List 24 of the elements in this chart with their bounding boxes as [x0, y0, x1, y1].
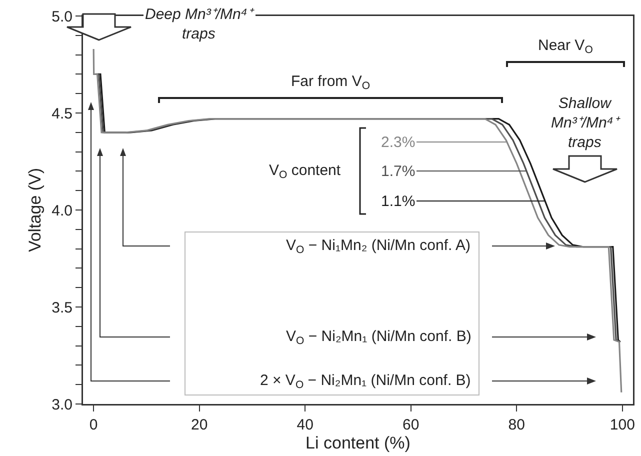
- annotation: Deep Mn³⁺/Mn⁴⁺ traps: [145, 6, 254, 42]
- y-tick-label: 5.0: [52, 8, 72, 26]
- annotation: 2 × V$_{O}$ − Ni₂Mn₁ (Ni/Mn conf. B): [260, 372, 471, 392]
- x-tick-label: 40: [296, 416, 314, 434]
- y-axis-title: Voltage (V): [25, 168, 44, 252]
- annotation: Shallow Mn³⁺/Mn⁴⁺ traps: [551, 95, 620, 151]
- legend-title: V$_{O}$ content: [269, 162, 342, 182]
- annotation: Near V$_{O}$: [538, 37, 593, 56]
- x-tick-label: 0: [89, 416, 98, 434]
- x-tick-label: 60: [402, 416, 420, 434]
- x-tick-label: 20: [191, 416, 208, 434]
- y-tick-label: 3.0: [52, 396, 72, 414]
- x-tick-label: 80: [508, 416, 525, 434]
- y-tick-label: 4.0: [52, 202, 72, 220]
- text: 1.7%: [381, 163, 416, 180]
- x-axis-title: Li content (%): [306, 434, 410, 452]
- x-tick-label: 100: [610, 416, 635, 434]
- annotation: V$_{O}$ − Ni₂Mn₁ (Ni/Mn conf. B): [286, 328, 472, 348]
- text: 1.1%: [381, 193, 416, 210]
- annotation: Far from V$_{O}$: [291, 73, 370, 92]
- annotation: V$_{O}$ − Ni₁Mn₂ (Ni/Mn conf. A): [286, 237, 471, 256]
- y-tick-label: 3.5: [52, 299, 72, 316]
- series-label: 2.3%: [381, 134, 416, 151]
- y-tick-label: 4.5: [52, 105, 72, 122]
